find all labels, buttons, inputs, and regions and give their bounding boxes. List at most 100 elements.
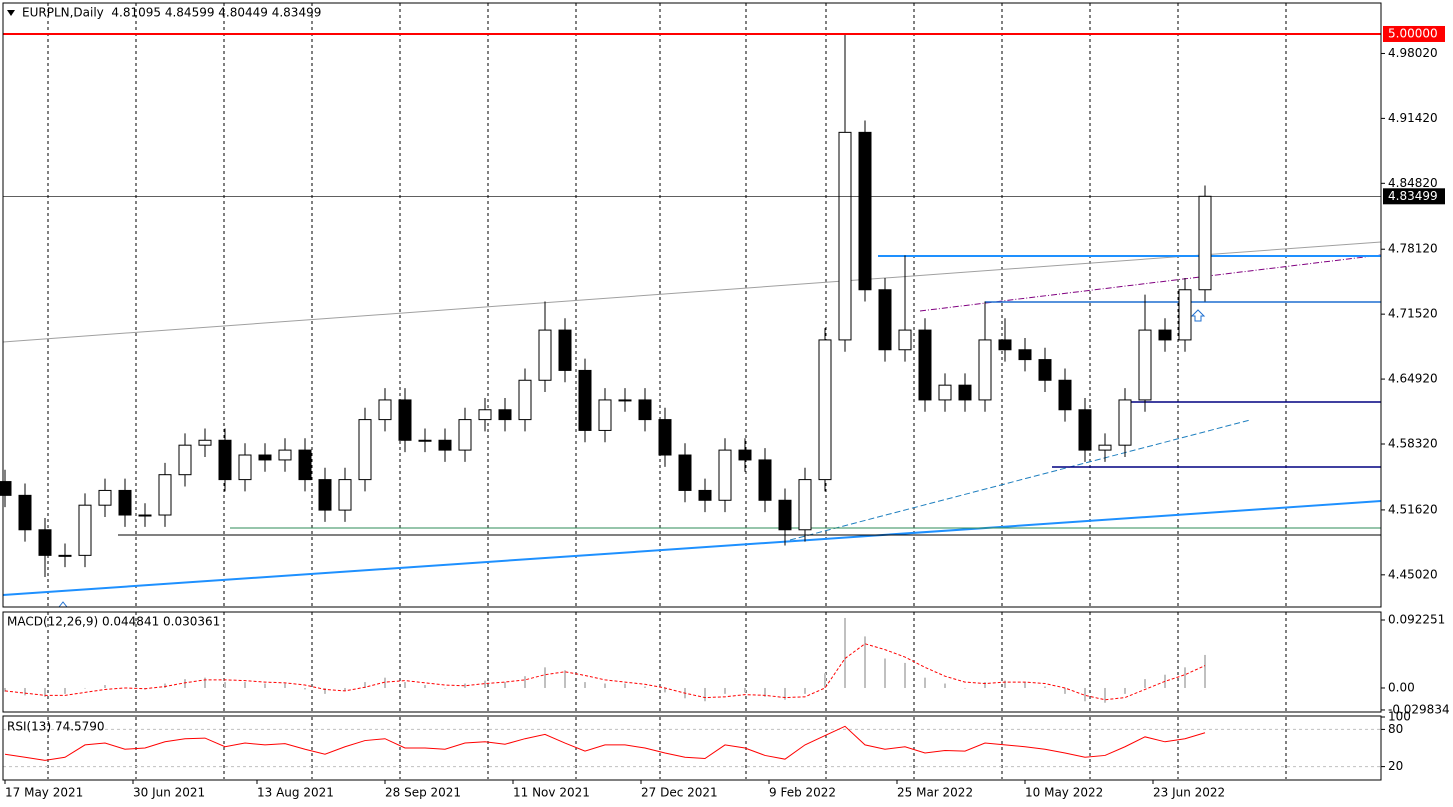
candle-body (418, 439, 432, 442)
x-tick-label: 27 Dec 2021 (641, 786, 718, 800)
candle-body (678, 454, 692, 491)
candle-body (978, 339, 992, 401)
rsi-title: RSI(13) 74.5790 (7, 720, 105, 734)
macd-frame (2, 611, 1382, 713)
candle-body (218, 439, 232, 481)
candle-body (938, 384, 952, 401)
macd-bar (24, 687, 26, 696)
candle-body (1078, 409, 1092, 451)
y-tick-label: 4.91420 (1388, 111, 1438, 125)
y-tick-label: 4.78120 (1388, 242, 1438, 256)
y-tick-label: 4.58320 (1388, 436, 1438, 450)
candle-body (1178, 289, 1192, 341)
macd-bar (404, 682, 406, 688)
macd-bar (44, 687, 46, 697)
macd-bar (464, 683, 466, 688)
macd-bar (984, 682, 986, 688)
plot (0, 32, 1381, 768)
candle-body (398, 399, 412, 441)
candle-body (858, 131, 872, 291)
macd-bar (484, 680, 486, 688)
candle-body (478, 409, 492, 421)
candle-body (998, 339, 1012, 351)
macd-bar (304, 687, 306, 690)
candle-body (1118, 399, 1132, 446)
macd-bar (544, 667, 546, 688)
candle-body (718, 449, 732, 501)
candle-body (1018, 349, 1032, 361)
macd-bar (264, 683, 266, 688)
macd-bar (584, 682, 586, 688)
y-tick-label: 100 (1388, 710, 1411, 724)
candle-body (1058, 379, 1072, 411)
candle-body (378, 399, 392, 421)
macd-bar (424, 685, 426, 688)
chart-title: EURPLN,Daily 4.81095 4.84599 4.80449 4.8… (22, 6, 321, 20)
macd-bar (1024, 682, 1026, 688)
price-label-box (1383, 25, 1445, 42)
candle-body (458, 419, 472, 451)
x-tick-label: 28 Sep 2021 (385, 786, 461, 800)
candle-body (898, 329, 912, 351)
candle-body (338, 479, 352, 511)
macd-bar (784, 687, 786, 700)
macd-bar (604, 683, 606, 688)
macd-bar (1004, 680, 1006, 688)
main-frame (2, 2, 1382, 608)
candle-body (38, 529, 52, 556)
candle-body (198, 439, 212, 446)
arrow-icon (1190, 309, 1206, 322)
y-tick-label: 4.51620 (1388, 502, 1438, 516)
candle-body (438, 439, 452, 451)
y-tick-label: 4.98020 (1388, 46, 1438, 60)
trendline (789, 419, 1251, 541)
candle-body (878, 289, 892, 351)
y-tick-label: 0.00 (1388, 680, 1415, 694)
y-tick-label: -0.029834 (1388, 702, 1450, 716)
candle-body (258, 454, 272, 461)
macd-bar (1044, 686, 1046, 688)
macd-bar (324, 687, 326, 694)
arrow-icon (58, 601, 68, 608)
macd-bar (904, 662, 906, 688)
y-tick-label: 4.71520 (1388, 307, 1438, 321)
macd-bar (824, 673, 826, 688)
macd-bar (384, 677, 386, 688)
macd-bar (284, 683, 286, 688)
candle-body (1098, 444, 1112, 451)
x-tick-label: 11 Nov 2021 (513, 786, 590, 800)
macd-bar (764, 687, 766, 697)
candle-body (738, 449, 752, 461)
macd-bar (4, 687, 6, 692)
y-tick-label: 4.84820 (1388, 176, 1438, 190)
macd-bar (504, 682, 506, 688)
x-tick-label: 9 Feb 2022 (769, 786, 836, 800)
candle-body (1138, 329, 1152, 401)
macd-bar (164, 683, 166, 688)
rsi-line (4, 725, 1206, 761)
macd-title: MACD(12,26,9) 0.044841 0.030361 (7, 615, 220, 629)
macd-bar (884, 658, 886, 688)
trendline (2, 241, 1382, 343)
candle-body (558, 329, 572, 371)
candle-body (18, 494, 32, 531)
y-tick-label: 20 (1388, 759, 1403, 773)
candle-body (498, 409, 512, 421)
candle-body (838, 131, 852, 341)
candle-body (578, 369, 592, 431)
x-tick-label: 30 Jun 2021 (133, 786, 205, 800)
candle-body (618, 399, 632, 402)
candle-body (358, 419, 372, 481)
candle-body (158, 474, 172, 516)
macd-bar (744, 687, 746, 693)
candle-body (818, 339, 832, 481)
macd-bar (564, 670, 566, 688)
y-tick-label: 4.45020 (1388, 567, 1438, 581)
macd-bar (244, 682, 246, 688)
macd-bar (1064, 687, 1066, 694)
macd-bar (444, 687, 446, 689)
candle-body (758, 459, 772, 501)
macd-bar (84, 687, 86, 689)
menu-triangle[interactable] (7, 10, 15, 16)
